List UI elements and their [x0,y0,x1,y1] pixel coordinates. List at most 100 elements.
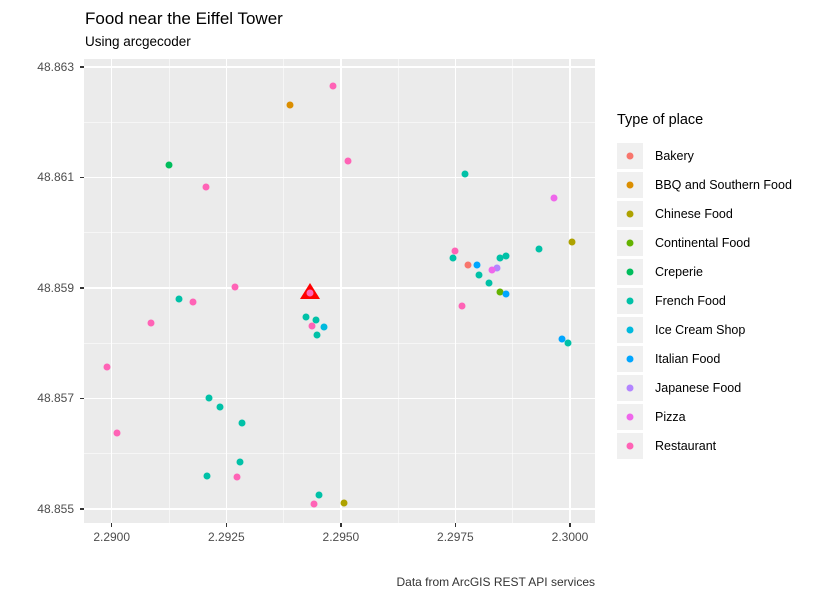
data-point [310,500,318,508]
legend-item-label: Continental Food [655,235,751,250]
legend-dot [626,442,634,449]
data-point [216,403,224,411]
data-point [550,194,557,202]
data-point [103,363,111,371]
x-tick-label: 2.3000 [551,530,589,544]
gridline-minor-x [397,59,399,523]
legend-item-label: Italian Food [655,351,721,366]
x-tick-mark [569,523,571,527]
data-point [312,316,320,324]
data-point [475,271,483,279]
legend-item-label: Bakery [655,148,694,163]
gridline-major-x [569,59,571,523]
legend-dot [626,239,634,246]
gridline-minor-x [283,59,285,523]
data-point [451,247,459,255]
data-point [238,419,246,427]
y-tick-mark [80,176,84,179]
x-tick-mark [340,523,342,527]
legend-item-label: French Food [655,293,726,308]
legend-item: Continental Food [617,228,832,257]
data-point [558,335,566,343]
legend-item-label: Chinese Food [655,206,733,221]
legend-key [617,287,643,314]
y-tick-mark [80,508,84,510]
data-point [344,157,352,165]
legend-key [617,142,643,169]
data-point [473,261,480,269]
data-point [564,339,572,346]
data-point [202,183,210,191]
x-tick-label: 2.2950 [322,530,360,544]
legend-key [617,403,643,430]
legend-key [617,200,643,227]
x-tick-mark [110,523,113,527]
gridline-minor-x [512,59,514,523]
data-point [496,288,504,296]
gridline-major-y [84,508,595,510]
data-point [203,472,211,480]
data-point [488,266,496,274]
legend-item-label: Japanese Food [655,380,742,395]
gridline-major-x [340,59,342,523]
legend-key [617,316,643,343]
data-point [306,289,314,297]
data-point [458,302,466,310]
legend-dot [626,181,634,188]
data-point [461,170,469,178]
x-tick-mark [454,523,457,527]
data-point [320,323,328,331]
y-tick-label: 48.857 [37,391,74,406]
data-point [231,283,239,291]
y-tick-label: 48.859 [37,280,74,295]
legend-item: BBQ and Southern Food [617,170,832,199]
data-point [485,279,493,287]
legend-key [617,258,643,285]
legend-items: Bakery BBQ and Southern Food Chinese Food C… [617,141,832,460]
legend-item: Ice Cream Shop [617,315,832,344]
data-point [493,264,501,272]
data-point [236,458,244,466]
legend-item: Restaurant [617,431,832,460]
legend-item: Japanese Food [617,373,832,402]
y-tick-label: 48.855 [37,501,74,516]
gridline-minor-y [84,453,595,454]
legend-item-label: Restaurant [655,438,717,453]
gridline-major-x [110,59,113,523]
data-point [308,322,315,330]
x-tick-mark [225,523,227,527]
legend-item: Bakery [617,141,832,170]
gridline-major-y [84,397,595,399]
gridline-minor-y [84,342,595,344]
legend-dot [626,152,634,159]
y-tick-mark [80,287,84,289]
data-point [113,429,121,436]
legend-title: Type of place [617,112,704,128]
legend-dot [626,413,634,420]
y-tick-label: 48.863 [37,60,74,74]
legend-item-label: Creperie [655,264,703,279]
x-tick-label: 2.2900 [93,530,131,544]
legend-item: Italian Food [617,344,832,373]
data-point [286,101,294,109]
plot-panel [84,59,595,523]
legend-item: Creperie [617,257,832,286]
data-point [568,238,576,246]
legend-key [617,171,643,198]
legend-key [617,432,643,459]
plot-subtitle: Using arcgecoder [85,34,191,49]
gridline-major-x [454,59,457,523]
data-point [233,473,241,481]
y-tick-mark [80,397,84,399]
legend-key [617,229,643,256]
legend-item: Pizza [617,402,832,431]
plot-title: Food near the Eiffel Tower [85,9,283,28]
legend-dot [626,355,634,362]
legend-key [617,374,643,401]
legend-dot [626,326,634,333]
legend-dot [626,268,634,275]
data-point [165,161,172,169]
data-point [205,394,213,402]
y-tick-mark [80,66,84,68]
